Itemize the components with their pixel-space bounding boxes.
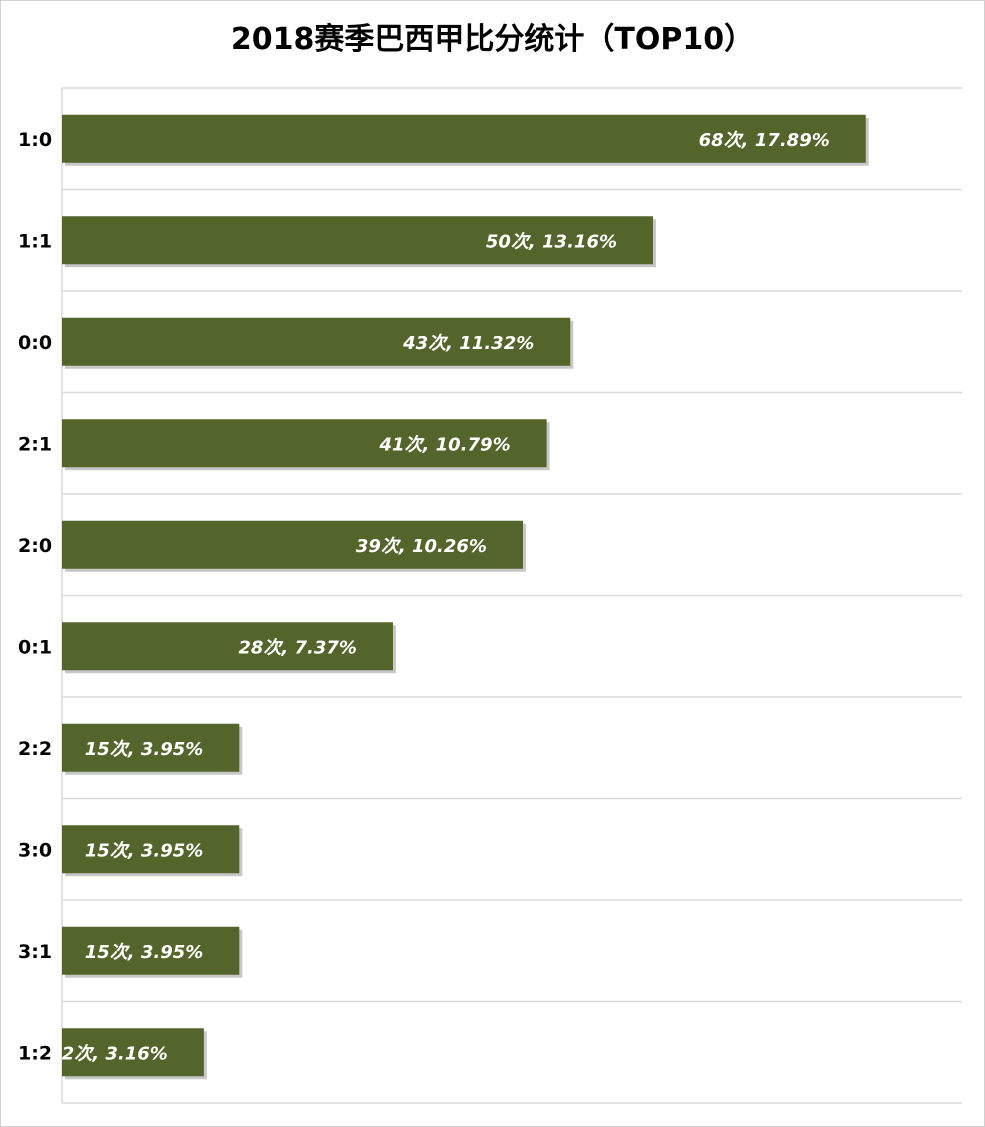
bar <box>62 723 240 772</box>
category-label: 2:0 <box>18 535 52 557</box>
bar <box>62 216 653 265</box>
category-label: 1:0 <box>18 129 52 151</box>
category-label: 2:2 <box>18 738 52 760</box>
data-label: 68次, 17.89% <box>699 130 830 151</box>
data-label: 28次, 7.37% <box>238 637 357 658</box>
data-label: 12次, 3.16% <box>49 1043 168 1064</box>
bar <box>62 419 547 468</box>
data-label: 50次, 13.16% <box>486 231 617 252</box>
chart-title: 2018赛季巴西甲比分统计（TOP10） <box>230 22 755 57</box>
category-label: 2:1 <box>18 433 52 455</box>
category-label: 0:0 <box>18 332 52 354</box>
bar <box>62 317 571 366</box>
data-label: 15次, 3.95% <box>85 840 204 861</box>
data-label: 43次, 11.32% <box>402 333 534 354</box>
data-label: 15次, 3.95% <box>85 942 204 963</box>
bar <box>62 926 240 975</box>
data-label: 15次, 3.95% <box>85 739 204 760</box>
data-label: 39次, 10.26% <box>356 536 487 557</box>
bar <box>62 622 393 671</box>
bar <box>62 1028 204 1077</box>
bar <box>62 825 240 874</box>
category-label: 3:1 <box>18 941 52 963</box>
bar <box>62 520 523 569</box>
category-label: 0:1 <box>18 636 52 658</box>
category-label: 1:1 <box>18 230 52 252</box>
category-label: 3:0 <box>18 839 52 861</box>
bar <box>62 114 866 163</box>
data-label: 41次, 10.79% <box>378 434 510 455</box>
category-label: 1:2 <box>18 1042 52 1064</box>
